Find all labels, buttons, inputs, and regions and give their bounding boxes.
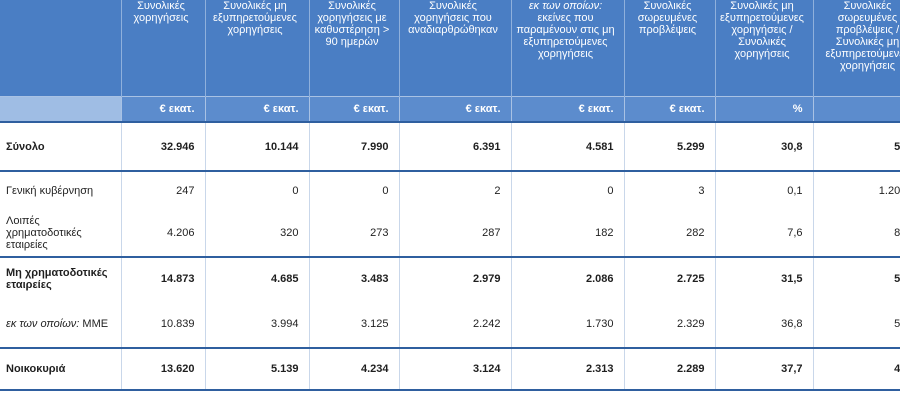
table-cell: 58,2 — [813, 257, 900, 300]
header-cell: Συνολικές χορηγήσεις — [121, 0, 206, 97]
table-cell: 3.994 — [205, 300, 310, 349]
table-cell: 32.946 — [121, 122, 206, 172]
table-cell: 4.685 — [205, 257, 310, 300]
table-cell: 1.730 — [511, 300, 625, 349]
table-cell: 0 — [511, 171, 625, 209]
unit-cell: € εκατ. — [511, 96, 625, 123]
unit-cell: € εκατ. — [399, 96, 512, 123]
table-cell: 273 — [309, 209, 400, 258]
table-cell: 3.124 — [399, 348, 512, 391]
table-cell: 2.329 — [624, 300, 716, 349]
table-cell: 36,8 — [715, 300, 814, 349]
table-cell: 5.299 — [624, 122, 716, 172]
table-cell: 1.209,1 — [813, 171, 900, 209]
table-cell: 4.234 — [309, 348, 400, 391]
row-label: Γενική κυβέρνηση — [0, 171, 122, 209]
units-cell-label — [0, 96, 122, 123]
table-row: Λοιπές χρηματοδοτικές εταιρείες 4.206 32… — [0, 209, 900, 258]
table-cell: 320 — [205, 209, 310, 258]
loans-table: Συνολικές χορηγήσεις Συνολικές μη εξυπηρ… — [0, 0, 900, 391]
table-cell: 2.979 — [399, 257, 512, 300]
header-prefix: εκ των οποίων: — [528, 0, 603, 12]
table-cell: 3.125 — [309, 300, 400, 349]
table-cell: 88,1 — [813, 209, 900, 258]
table-cell: 3.483 — [309, 257, 400, 300]
table-cell: 2.086 — [511, 257, 625, 300]
table-cell: 2.313 — [511, 348, 625, 391]
table-cell: 247 — [121, 171, 206, 209]
table-row: εκ των οποίων: ΜΜΕ 10.839 3.994 3.125 2.… — [0, 300, 900, 349]
header-cell: Συνολικές χορηγήσεις με καθυστέρηση > 90… — [309, 0, 400, 97]
table-cell: 31,5 — [715, 257, 814, 300]
table-cell: 10.144 — [205, 122, 310, 172]
table-cell: 0 — [205, 171, 310, 209]
table-cell: 37,7 — [715, 348, 814, 391]
row-label: Μη χρηματοδοτικές εταιρείες — [0, 257, 122, 300]
row-label: Σύνολο — [0, 122, 122, 172]
header-cell: Συνολικές χορηγήσεις που αναδιαρθρώθηκαν — [399, 0, 512, 97]
row-label-prefix: εκ των οποίων: — [6, 317, 80, 330]
header-cell-label — [0, 0, 122, 97]
table-cell: 182 — [511, 209, 625, 258]
unit-cell: % — [715, 96, 814, 123]
table-row: Νοικοκυριά 13.620 5.139 4.234 3.124 2.31… — [0, 348, 900, 391]
table-cell: 44,5 — [813, 348, 900, 391]
unit-cell: € εκατ. — [309, 96, 400, 123]
unit-cell: € εκατ. — [624, 96, 716, 123]
table-cell: 287 — [399, 209, 512, 258]
table-cell: 0,1 — [715, 171, 814, 209]
table-row: Γενική κυβέρνηση 247 0 0 2 0 3 0,1 1.209… — [0, 171, 900, 209]
table-cell: 7.990 — [309, 122, 400, 172]
header-cell: Συνολικές μη εξυπηρετούμενες χορηγήσεις — [205, 0, 310, 97]
table-row: Μη χρηματοδοτικές εταιρείες 14.873 4.685… — [0, 257, 900, 300]
header-row: Συνολικές χορηγήσεις Συνολικές μη εξυπηρ… — [0, 0, 900, 97]
units-row: € εκατ. € εκατ. € εκατ. € εκατ. € εκατ. … — [0, 96, 900, 123]
header-cell: εκ των οποίων: εκείνες που παραμένουν στ… — [511, 0, 625, 97]
table-cell: 10.839 — [121, 300, 206, 349]
table-row: Σύνολο 32.946 10.144 7.990 6.391 4.581 5… — [0, 122, 900, 172]
table-cell: 2 — [399, 171, 512, 209]
header-cell: Συνολικές σωρευμένες προβλέψεις — [624, 0, 716, 97]
table-cell: 2.289 — [624, 348, 716, 391]
header-cell: Συνολικές σωρευμένες προβλέψεις / Συνολι… — [813, 0, 900, 97]
table-cell: 3 — [624, 171, 716, 209]
row-label: Λοιπές χρηματοδοτικές εταιρείες — [0, 209, 122, 258]
unit-cell: € εκατ. — [205, 96, 310, 123]
table-cell: 2.242 — [399, 300, 512, 349]
table-cell: 13.620 — [121, 348, 206, 391]
header-cell: Συνολικές μη εξυπηρετούμενες χορηγήσεις … — [715, 0, 814, 97]
row-label: Νοικοκυριά — [0, 348, 122, 391]
table-cell: 7,6 — [715, 209, 814, 258]
table-cell: 14.873 — [121, 257, 206, 300]
table-cell: 0 — [309, 171, 400, 209]
table-cell: 4.581 — [511, 122, 625, 172]
table-cell: 6.391 — [399, 122, 512, 172]
table-cell: 5.139 — [205, 348, 310, 391]
table-cell: 30,8 — [715, 122, 814, 172]
table-cell: 58,3 — [813, 300, 900, 349]
table-cell: 282 — [624, 209, 716, 258]
unit-cell: € εκατ. — [121, 96, 206, 123]
unit-cell: % — [813, 96, 900, 123]
row-label: εκ των οποίων: ΜΜΕ — [0, 300, 122, 349]
row-label-text: ΜΜΕ — [82, 317, 109, 330]
table-cell: 52,2 — [813, 122, 900, 172]
header-text: εκείνες που παραμένουν στις μη εξυπηρετο… — [516, 12, 615, 60]
table-cell: 4.206 — [121, 209, 206, 258]
table-cell: 2.725 — [624, 257, 716, 300]
